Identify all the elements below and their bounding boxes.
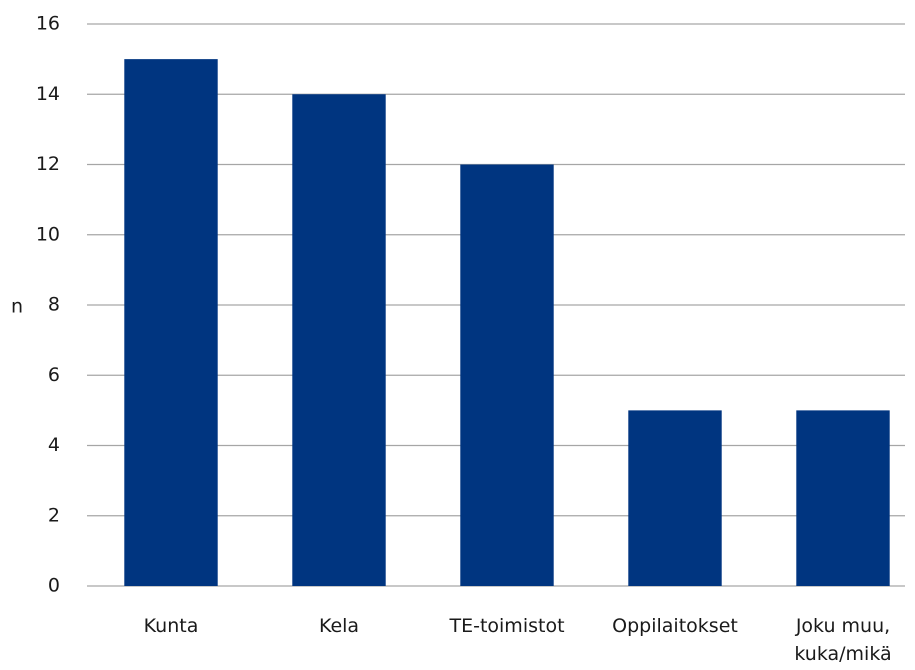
y-tick-label: 12: [36, 153, 60, 175]
y-tick-label: 8: [48, 294, 60, 316]
y-axis-label: n: [11, 296, 23, 318]
x-tick-label: Joku muu, kuka/mikä: [794, 615, 892, 665]
y-tick-label: 16: [36, 13, 60, 35]
x-tick-label: Oppilaitokset: [612, 615, 738, 637]
y-tick-label: 2: [48, 504, 60, 526]
bar: [460, 164, 554, 586]
y-tick-label: 0: [48, 575, 60, 597]
y-tick-label: 10: [36, 223, 60, 245]
y-tick-label: 4: [48, 434, 60, 456]
bar: [124, 59, 218, 586]
y-tick-label: 14: [36, 83, 60, 105]
x-tick-label: Kunta: [143, 615, 199, 637]
bar: [628, 410, 722, 586]
y-tick-label: 6: [48, 364, 60, 386]
bar: [796, 410, 890, 586]
bar: [292, 94, 386, 586]
x-tick-label: TE-toimistot: [449, 615, 565, 637]
x-tick-label: Kela: [318, 615, 360, 637]
